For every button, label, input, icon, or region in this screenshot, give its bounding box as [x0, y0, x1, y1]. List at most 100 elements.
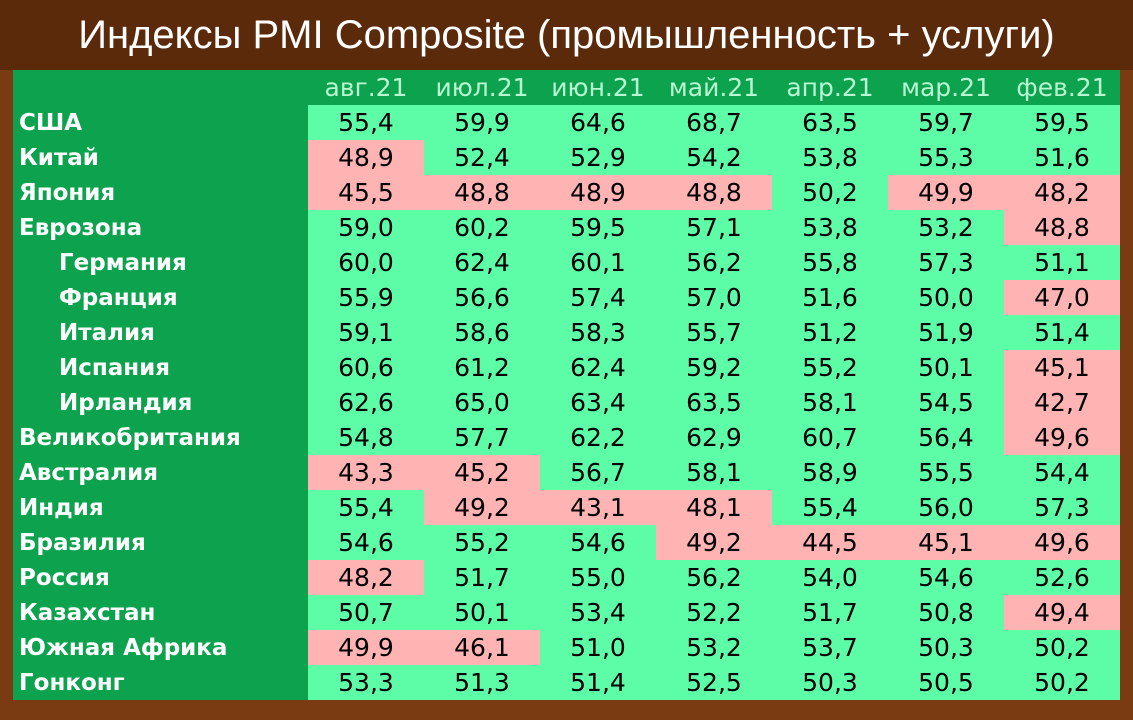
- value-cell: 59,7: [888, 105, 1004, 140]
- value-cell: 48,2: [1004, 175, 1120, 210]
- value-cell: 53,2: [656, 630, 772, 665]
- column-header: мар.21: [901, 73, 991, 102]
- row-name: Россия: [19, 564, 110, 591]
- value-cell: 58,1: [772, 385, 888, 420]
- value-cell: 46,1: [424, 630, 540, 665]
- value-cell: 49,4: [1004, 595, 1120, 630]
- value-cell: 55,3: [888, 140, 1004, 175]
- row-name: Япония: [19, 179, 116, 206]
- value-cell: 54,8: [308, 420, 424, 455]
- pmi-table: авг.21 июл.21 июн.21 май.21 апр.21 мар.21 фев.…: [13, 70, 1120, 700]
- table-row: США 55,4 59,9 64,6 68,7 63,5 59,7 59,5: [13, 105, 1120, 140]
- value-cell: 59,0: [308, 210, 424, 245]
- value-cell: 44,5: [772, 525, 888, 560]
- value-cell: 51,4: [540, 665, 656, 700]
- value-cell: 53,2: [888, 210, 1004, 245]
- row-name: Великобритания: [19, 424, 241, 451]
- table-row: Австралия 43,3 45,2 56,7 58,1 58,9 55,5 54,4: [13, 455, 1120, 490]
- value-cell: 53,4: [540, 595, 656, 630]
- row-name: Казахстан: [19, 599, 156, 626]
- value-cell: 59,5: [540, 210, 656, 245]
- value-cell: 55,4: [308, 490, 424, 525]
- table-row: Германия 60,0 62,4 60,1 56,2 55,8 57,3 51,1: [13, 245, 1120, 280]
- value-cell: 52,2: [656, 595, 772, 630]
- value-cell: 48,1: [656, 490, 772, 525]
- value-cell: 57,1: [656, 210, 772, 245]
- value-cell: 68,7: [656, 105, 772, 140]
- value-cell: 55,2: [424, 525, 540, 560]
- value-cell: 59,9: [424, 105, 540, 140]
- value-cell: 57,3: [888, 245, 1004, 280]
- value-cell: 60,0: [308, 245, 424, 280]
- value-cell: 56,2: [656, 560, 772, 595]
- value-cell: 48,8: [656, 175, 772, 210]
- value-cell: 45,5: [308, 175, 424, 210]
- value-cell: 56,6: [424, 280, 540, 315]
- value-cell: 51,7: [424, 560, 540, 595]
- table-row: Бразилия 54,6 55,2 54,6 49,2 44,5 45,1 49,6: [13, 525, 1120, 560]
- table-row: Еврозона 59,0 60,2 59,5 57,1 53,8 53,2 48,8: [13, 210, 1120, 245]
- value-cell: 63,4: [540, 385, 656, 420]
- value-cell: 64,6: [540, 105, 656, 140]
- row-name: Южная Африка: [19, 634, 228, 661]
- value-cell: 56,0: [888, 490, 1004, 525]
- value-cell: 55,7: [656, 315, 772, 350]
- row-name: Ирландия: [59, 389, 193, 416]
- value-cell: 42,7: [1004, 385, 1120, 420]
- value-cell: 50,8: [888, 595, 1004, 630]
- table-row: Италия 59,1 58,6 58,3 55,7 51,2 51,9 51,4: [13, 315, 1120, 350]
- value-cell: 63,5: [656, 385, 772, 420]
- value-cell: 43,1: [540, 490, 656, 525]
- value-cell: 63,5: [772, 105, 888, 140]
- value-cell: 57,3: [1004, 490, 1120, 525]
- header-row: авг.21 июл.21 июн.21 май.21 апр.21 мар.21 фев.…: [13, 70, 1120, 105]
- table-row: Ирландия 62,6 65,0 63,4 63,5 58,1 54,5 42,7: [13, 385, 1120, 420]
- value-cell: 51,4: [1004, 315, 1120, 350]
- column-header: фев.21: [1016, 73, 1108, 102]
- value-cell: 62,4: [424, 245, 540, 280]
- row-name: Испания: [59, 354, 171, 381]
- value-cell: 57,4: [540, 280, 656, 315]
- corner: [13, 70, 308, 105]
- column-header: авг.21: [324, 73, 408, 102]
- value-cell: 54,0: [772, 560, 888, 595]
- value-cell: 60,1: [540, 245, 656, 280]
- value-cell: 53,8: [772, 140, 888, 175]
- table-row: Гонконг 53,3 51,3 51,4 52,5 50,3 50,5 50,2: [13, 665, 1120, 700]
- value-cell: 50,1: [424, 595, 540, 630]
- value-cell: 51,2: [772, 315, 888, 350]
- value-cell: 50,7: [308, 595, 424, 630]
- value-cell: 60,2: [424, 210, 540, 245]
- value-cell: 50,3: [772, 665, 888, 700]
- value-cell: 55,4: [772, 490, 888, 525]
- value-cell: 51,6: [1004, 140, 1120, 175]
- value-cell: 51,6: [772, 280, 888, 315]
- row-name: Бразилия: [19, 529, 146, 556]
- value-cell: 49,2: [424, 490, 540, 525]
- value-cell: 58,6: [424, 315, 540, 350]
- value-cell: 58,3: [540, 315, 656, 350]
- value-cell: 49,9: [308, 630, 424, 665]
- row-name: Китай: [19, 144, 99, 171]
- table-row: Великобритания 54,8 57,7 62,2 62,9 60,7 56,4 49…: [13, 420, 1120, 455]
- value-cell: 49,6: [1004, 420, 1120, 455]
- value-cell: 62,2: [540, 420, 656, 455]
- value-cell: 52,6: [1004, 560, 1120, 595]
- value-cell: 52,5: [656, 665, 772, 700]
- row-name: Франция: [59, 284, 178, 311]
- value-cell: 61,2: [424, 350, 540, 385]
- value-cell: 54,2: [656, 140, 772, 175]
- value-cell: 43,3: [308, 455, 424, 490]
- column-header: июн.21: [551, 73, 645, 102]
- value-cell: 55,0: [540, 560, 656, 595]
- value-cell: 49,6: [1004, 525, 1120, 560]
- value-cell: 51,9: [888, 315, 1004, 350]
- value-cell: 49,9: [888, 175, 1004, 210]
- value-cell: 60,6: [308, 350, 424, 385]
- value-cell: 58,1: [656, 455, 772, 490]
- table-row: Южная Африка 49,9 46,1 51,0 53,2 53,7 50,3 50,2: [13, 630, 1120, 665]
- value-cell: 45,2: [424, 455, 540, 490]
- value-cell: 57,0: [656, 280, 772, 315]
- value-cell: 60,7: [772, 420, 888, 455]
